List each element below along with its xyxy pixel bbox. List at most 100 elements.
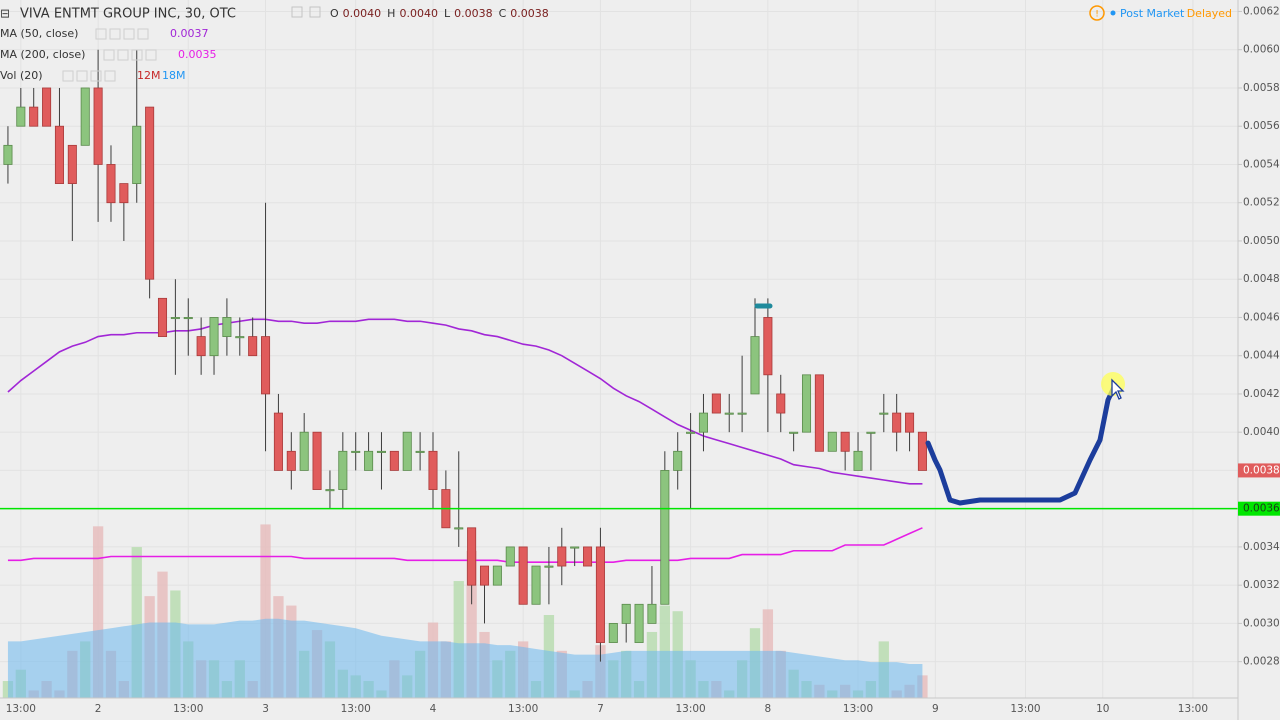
format-icon[interactable] xyxy=(309,6,321,18)
session-status: Post Market xyxy=(1120,7,1185,20)
candle-body xyxy=(492,565,502,586)
ohlc-name: H xyxy=(387,7,395,20)
settings-icon[interactable] xyxy=(291,6,303,18)
candle-body xyxy=(840,431,850,452)
x-tick-label: 8 xyxy=(765,703,772,715)
candle-body xyxy=(621,603,631,624)
candle-body xyxy=(80,87,90,146)
chart-title: VIVA ENTMT GROUP INC, 30, OTC xyxy=(20,7,236,22)
candle-body xyxy=(711,393,721,414)
hline-label: 0.0036 xyxy=(1243,503,1280,515)
header: ⊟ VIVA ENTMT GROUP INC, 30, OTC O 0.0040 H… xyxy=(0,5,1232,82)
candle-body xyxy=(595,546,605,643)
ohlc-name: O xyxy=(330,7,339,20)
candle-body xyxy=(917,431,927,471)
candle-body xyxy=(299,431,309,471)
last-price-badge xyxy=(1238,463,1280,478)
candle-body xyxy=(196,336,206,357)
volume-bar xyxy=(917,675,928,698)
candle-body xyxy=(42,87,52,127)
candle-body xyxy=(892,412,902,433)
candle-body xyxy=(273,412,283,471)
candle-body xyxy=(660,470,670,605)
y-tick-label: 0.0044 xyxy=(1243,350,1280,362)
candle-body xyxy=(789,431,799,434)
candle-body xyxy=(853,450,863,471)
legend-name: MA (50, close) xyxy=(0,27,78,40)
y-tick-label: 0.0040 xyxy=(1243,426,1280,438)
legend-icon xyxy=(104,70,116,82)
legend-icon xyxy=(137,28,149,40)
candle-body xyxy=(454,527,464,530)
ma-line xyxy=(7,527,923,564)
menu-icon[interactable]: ⊟ xyxy=(0,7,10,21)
candle-body xyxy=(737,412,747,415)
candle-body xyxy=(763,317,773,376)
y-tick-label: 0.0028 xyxy=(1243,656,1280,668)
volume-ma-area xyxy=(7,618,923,698)
legend-name: MA (200, close) xyxy=(0,48,85,61)
candle-body xyxy=(505,546,515,567)
legend-icon xyxy=(103,49,115,61)
candle-body xyxy=(724,412,734,415)
y-tick-label: 0.0034 xyxy=(1243,541,1280,553)
candle-body xyxy=(827,431,837,452)
candle-body xyxy=(673,450,683,471)
status-dot xyxy=(1110,10,1116,16)
volume-bar xyxy=(466,550,477,698)
x-tick-label: 13:00 xyxy=(675,703,705,715)
candle-body xyxy=(16,106,26,127)
y-tick-label: 0.0030 xyxy=(1243,617,1280,629)
y-tick-label: 0.0048 xyxy=(1243,273,1280,285)
ohlc-name: C xyxy=(499,7,507,20)
candle-body xyxy=(634,603,644,643)
candle-body xyxy=(531,565,541,605)
y-tick-label: 0.0060 xyxy=(1243,44,1280,56)
candle-body xyxy=(801,374,812,433)
x-tick-label: 13:00 xyxy=(1010,703,1040,715)
y-tick-label: 0.0050 xyxy=(1243,235,1280,247)
legend-value: 0.0037 xyxy=(170,27,209,40)
ohlc-value: 0.0038 xyxy=(510,7,549,20)
x-tick-label: 4 xyxy=(430,703,437,715)
last-price-label: 0.0038 xyxy=(1243,464,1280,476)
legend: MA (50, close) 0.0037 MA (200, close) 0.003… xyxy=(0,27,217,82)
volume-bar xyxy=(260,524,271,698)
ohlc-value: 0.0040 xyxy=(399,7,438,20)
y-tick-label: 0.0032 xyxy=(1243,579,1280,591)
legend-value: 0.0035 xyxy=(178,48,217,61)
candle-body xyxy=(312,431,322,490)
y-tick-label: 0.0042 xyxy=(1243,388,1280,400)
y-tick-label: 0.0058 xyxy=(1243,82,1280,94)
volume-bar xyxy=(453,581,464,698)
candle-body xyxy=(325,489,335,492)
candle-body xyxy=(132,125,142,184)
candle-body xyxy=(905,412,915,433)
candle-body xyxy=(235,336,245,339)
x-tick-label: 13:00 xyxy=(173,703,203,715)
y-tick-label: 0.0054 xyxy=(1243,158,1280,170)
candle-body xyxy=(183,317,193,320)
legend-value: 18M xyxy=(162,69,186,82)
candle-body xyxy=(222,317,232,337)
x-tick-label: 9 xyxy=(932,703,939,715)
x-tick-label: 3 xyxy=(262,703,269,715)
status-icon[interactable] xyxy=(1089,5,1105,21)
candle-body xyxy=(261,336,271,395)
candle-body xyxy=(467,527,477,586)
legend-icon xyxy=(109,28,121,40)
x-tick-label: 7 xyxy=(597,703,604,715)
candle-body xyxy=(608,623,618,643)
candle-body xyxy=(428,450,438,490)
status-icon-text: ! xyxy=(1095,10,1099,20)
ohlc-value: 0.0038 xyxy=(454,7,493,20)
candle-body xyxy=(364,450,374,471)
candle-body xyxy=(351,450,361,453)
candle-body xyxy=(54,125,64,184)
legend-icon xyxy=(117,49,129,61)
candle-body xyxy=(119,183,129,204)
x-tick-label: 13:00 xyxy=(843,703,873,715)
candle-body xyxy=(698,412,708,433)
